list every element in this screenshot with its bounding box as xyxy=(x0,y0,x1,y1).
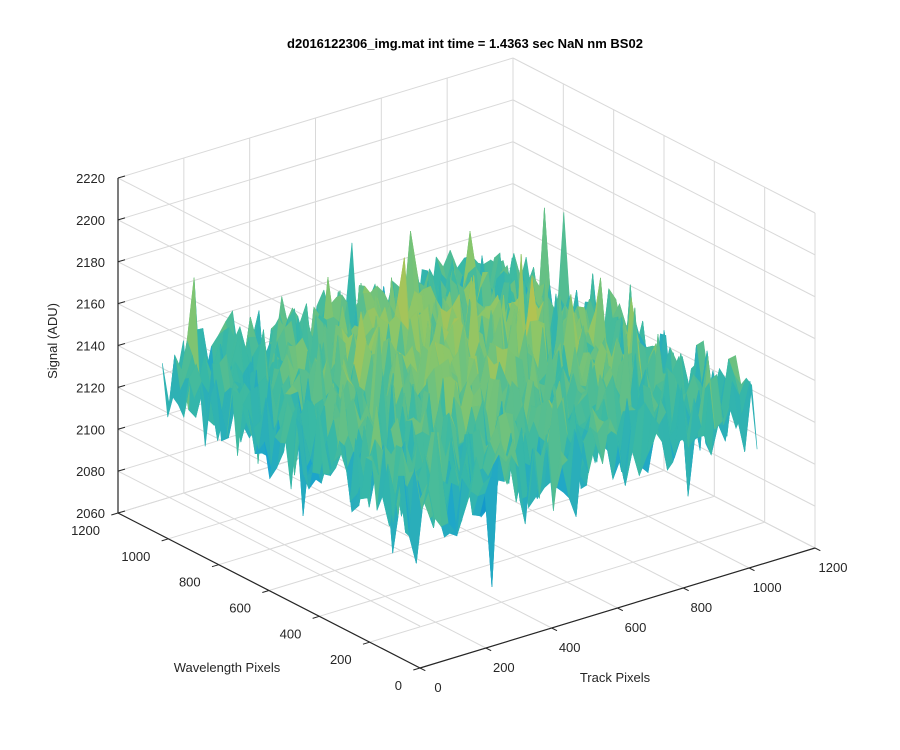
y-tick-label: 0 xyxy=(395,678,402,693)
z-tick xyxy=(117,259,126,263)
z-axis-label: Signal (ADU) xyxy=(45,303,60,379)
surface-patch xyxy=(414,466,428,510)
y-tick-label: 200 xyxy=(330,652,352,667)
x-tick xyxy=(485,647,492,652)
y-tick-label: 400 xyxy=(280,626,302,641)
z-tick-label: 2140 xyxy=(76,339,105,354)
grid-line-y xyxy=(319,495,715,617)
z-tick-label: 2120 xyxy=(76,380,105,395)
y-tick xyxy=(312,615,320,619)
chart-title: d2016122306_img.mat int time = 1.4363 se… xyxy=(287,36,643,51)
y-tick xyxy=(413,667,421,671)
grid-line-y xyxy=(369,521,765,643)
x-tick xyxy=(814,547,821,552)
y-tick-label: 800 xyxy=(179,575,201,590)
y-tick xyxy=(262,590,270,594)
grid-line-y xyxy=(268,470,665,591)
y-tick xyxy=(211,564,219,568)
y-tick-label: 600 xyxy=(229,601,251,616)
z-tick xyxy=(117,343,126,346)
z-tick-label: 2100 xyxy=(76,422,105,437)
y-tick-label: 1200 xyxy=(71,523,100,538)
x-tick-label: 1200 xyxy=(819,560,848,575)
x-tick xyxy=(419,667,426,672)
z-tick-label: 2220 xyxy=(76,171,105,186)
y-tick xyxy=(362,641,370,645)
x-tick xyxy=(551,627,558,632)
z-tick-label: 2060 xyxy=(76,506,105,521)
y-tick xyxy=(161,538,169,542)
z-tick-label: 2200 xyxy=(76,213,105,228)
z-tick xyxy=(117,301,126,305)
z-tick xyxy=(117,510,126,514)
x-tick-label: 600 xyxy=(625,620,647,635)
x-axis-label: Track Pixels xyxy=(580,670,651,685)
x-tick-label: 800 xyxy=(690,600,712,615)
y-tick-label: 1000 xyxy=(121,549,150,564)
x-tick-label: 400 xyxy=(559,640,581,655)
x-tick-label: 1000 xyxy=(753,580,782,595)
x-tick xyxy=(617,607,624,612)
y-axis-label: Wavelength Pixels xyxy=(174,660,281,675)
z-tick xyxy=(117,217,126,221)
z-tick xyxy=(117,426,126,430)
z-tick xyxy=(117,468,126,472)
z-tick xyxy=(117,175,126,179)
x-tick xyxy=(683,587,689,592)
axes: 0 200 400 600 800 1000 1200 0 200 400 600 800 1000 12… xyxy=(71,171,847,695)
y-tick xyxy=(111,512,119,516)
x-tick xyxy=(748,567,755,572)
grid-line-z xyxy=(117,470,421,627)
surface-patch xyxy=(484,476,498,587)
surface xyxy=(162,207,758,587)
z-tick-label: 2160 xyxy=(76,297,105,312)
x-tick-label: 0 xyxy=(434,680,441,695)
z-tick xyxy=(117,384,126,388)
x-tick-label: 200 xyxy=(493,660,515,675)
z-tick-label: 2180 xyxy=(76,255,105,270)
grid-line-z xyxy=(117,428,421,585)
z-tick-label: 2080 xyxy=(76,464,105,479)
